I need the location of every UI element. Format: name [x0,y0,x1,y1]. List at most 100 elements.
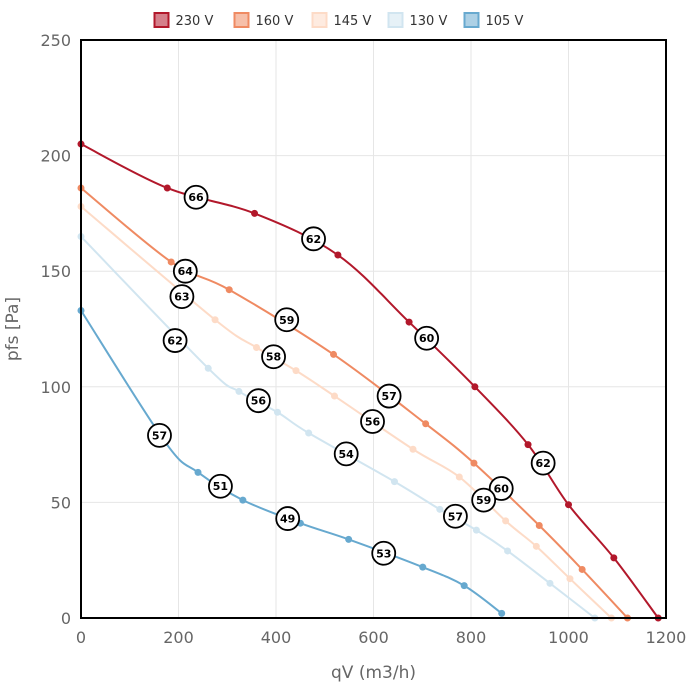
annotation-circle [488,476,514,501]
noise-level-annotation: 54 [333,441,359,467]
annotation-label: 63 [174,291,189,304]
data-point [330,350,338,358]
annotation-label: 62 [167,335,182,348]
legend-item[interactable]: 145 V [311,12,372,29]
annotation-circle [162,328,188,353]
legend-item[interactable]: 230 V [153,12,214,29]
legend-item[interactable]: 105 V [463,12,524,29]
annotation-layer: 66 62 60 62 64 59 57 60 63 58 56 59 62 56 54 57 57 51 49 53 [147,184,556,566]
data-point [345,535,353,543]
legend-label: 230 V [176,14,214,29]
data-point [419,563,427,571]
data-point [211,316,219,324]
annotation-label: 59 [476,494,491,507]
y-tick-label: 0 [61,609,71,628]
noise-level-annotation: 62 [162,328,188,353]
data-point [578,565,586,573]
legend-swatch [153,12,170,28]
noise-level-annotation: 57 [376,383,402,409]
legend-swatch [387,12,404,28]
series-layer [77,140,662,622]
data-point [163,184,171,192]
annotation-circle [333,441,359,467]
x-tick-label: 200 [163,628,194,647]
annotation-circle [360,409,385,434]
y-tick-label: 100 [40,378,71,397]
annotation-label: 58 [266,351,281,364]
data-point [566,575,574,583]
data-point [334,251,342,259]
annotation-circle [183,184,209,210]
noise-level-annotation: 59 [274,307,300,333]
x-tick-label: 800 [456,628,487,647]
annotation-circle [274,307,300,333]
data-point [460,582,468,590]
data-point [331,392,338,400]
legend-item[interactable]: 160 V [233,12,294,29]
annotation-label: 56 [251,395,267,408]
data-point [470,459,478,467]
data-point [251,209,259,217]
annotation-circle [371,540,397,566]
series-line [80,187,629,619]
legend-swatch [311,12,328,28]
annotation-label: 59 [279,314,294,327]
data-point [524,441,532,449]
data-point [565,501,572,509]
data-point [546,579,554,587]
noise-level-annotation: 60 [488,476,514,501]
x-tick-label: 600 [358,628,389,647]
y-tick-label: 50 [51,493,71,512]
data-point [532,542,540,550]
y-axis-title: pfs [Pa] [3,297,23,361]
annotation-label: 57 [381,390,396,403]
y-axis-ticks: 0 50 100 150 200 250 [40,31,71,628]
annotation-circle [301,226,326,252]
data-point [405,318,413,326]
noise-level-annotation: 66 [183,184,209,210]
series-145-v [77,202,615,622]
x-tick-label: 1000 [548,628,589,647]
data-point [471,383,479,391]
legend-item[interactable]: 130 V [387,12,448,29]
x-axis-ticks: 0 200 400 600 800 1000 1200 [76,628,686,647]
data-point [235,387,243,395]
data-point [194,468,202,476]
annotation-circle [414,325,440,351]
data-point [225,286,233,294]
data-point [305,429,313,437]
legend-label: 130 V [410,14,448,29]
noise-level-annotation: 58 [261,344,286,370]
y-tick-label: 150 [40,262,71,281]
annotation-circle [376,383,402,409]
annotation-label: 64 [178,265,194,278]
x-tick-label: 400 [261,628,292,647]
data-point [436,505,444,513]
annotation-label: 66 [188,191,204,204]
series-line [80,235,596,619]
x-axis-title: qV (m3/h) [331,663,416,683]
data-point [502,517,510,525]
data-point [422,420,430,428]
data-point [498,609,506,617]
annotation-circle [172,258,198,284]
series-line [80,205,613,619]
legend: 230 V 160 V 145 V 130 V 105 V [153,12,524,29]
series-line [80,309,503,615]
noise-level-annotation: 63 [169,284,195,310]
noise-level-annotation: 64 [172,258,198,284]
noise-level-annotation: 57 [147,422,172,448]
x-tick-label: 1200 [646,628,687,647]
annotation-label: 49 [280,513,295,526]
annotation-circle [147,422,172,448]
legend-swatch [463,12,480,28]
annotation-label: 57 [448,510,463,523]
noise-level-annotation: 49 [275,506,301,531]
noise-level-annotation: 56 [360,409,385,434]
data-point [472,526,480,534]
annotation-label: 54 [339,448,355,461]
annotation-label: 62 [306,233,321,246]
legend-label: 145 V [334,14,372,29]
noise-level-annotation: 51 [208,473,233,499]
